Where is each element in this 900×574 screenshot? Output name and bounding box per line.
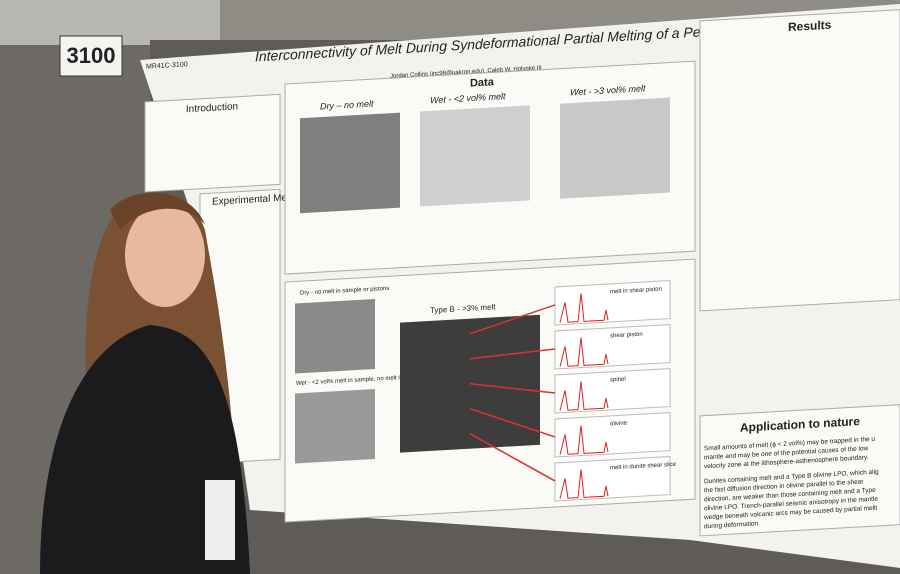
spectrum [554, 324, 671, 370]
application-box [699, 404, 900, 537]
panel-title: Wet - <2 vol% melt [430, 91, 506, 105]
pointer [469, 382, 556, 394]
pointer [469, 433, 556, 482]
poster-id: MR41C-3100 [146, 61, 188, 70]
spectrum-peaks [559, 293, 609, 323]
panel-title: Dry – no melt [320, 98, 374, 111]
micrograph [300, 112, 400, 214]
spectrum [554, 368, 671, 414]
badge [205, 480, 235, 560]
spectrum [554, 456, 671, 502]
panel-title: Wet - >3 vol% melt [570, 83, 646, 97]
sweater [40, 325, 250, 574]
results-box [699, 9, 900, 312]
micrograph [295, 389, 375, 464]
micrograph [295, 299, 375, 374]
spectrum [554, 280, 671, 326]
spectrum-label: melt in dunite shear slice [610, 462, 677, 472]
spectrum-peaks [559, 381, 609, 411]
spectrum-label: melt in shear piston [610, 287, 662, 296]
face [125, 203, 205, 307]
spectrum-peaks [559, 469, 609, 499]
panel-title: Type B - >3% melt [430, 302, 496, 315]
intro-heading: Introduction [186, 101, 238, 115]
micrograph [420, 105, 530, 207]
micrograph [560, 97, 670, 199]
spectrum-peaks [559, 425, 609, 455]
pointer [469, 408, 556, 438]
spectrum-label: shear piston [610, 332, 643, 340]
spectrum [554, 412, 671, 458]
hair-top [110, 192, 205, 230]
spectrum-peaks [559, 337, 609, 367]
application-line: during deformation. [704, 520, 760, 530]
person [40, 192, 250, 574]
application-heading: Application to nature [740, 414, 860, 435]
spectrum-label: olivine [610, 420, 628, 427]
pointer [469, 304, 556, 335]
panel-title: Dry - no melt in sample or pistons [300, 286, 389, 297]
booth-sign [59, 35, 123, 77]
spectrum-label: spinel [610, 377, 626, 384]
intro-box [144, 93, 281, 193]
data-heading: Data [470, 76, 495, 89]
booth-number: 3100 [67, 43, 116, 68]
results-heading: Results [788, 18, 832, 34]
pointer [469, 348, 556, 360]
